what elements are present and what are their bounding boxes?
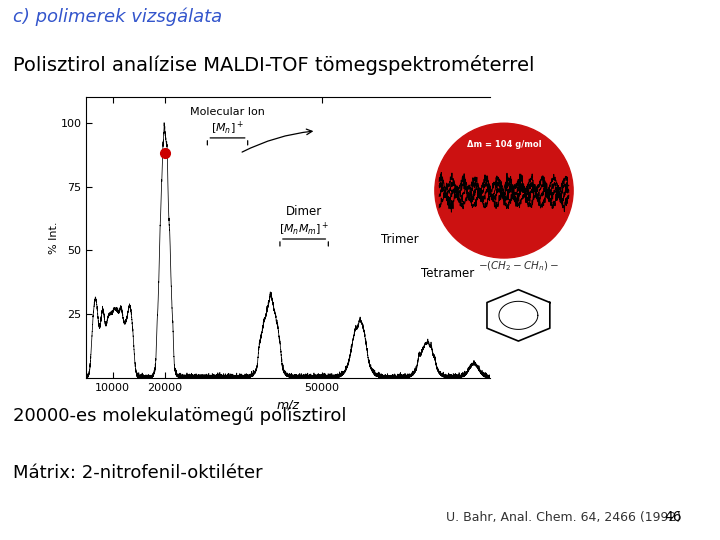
Text: 20000-es molekulatömegű polisztirol: 20000-es molekulatömegű polisztirol xyxy=(13,407,346,425)
Text: Δm = 104 g/mol: Δm = 104 g/mol xyxy=(467,140,541,149)
Text: Trimer: Trimer xyxy=(381,233,418,246)
Text: $[M_nM_m]^+$: $[M_nM_m]^+$ xyxy=(279,220,329,238)
Text: U. Bahr, Anal. Chem. 64, 2466 (1992): U. Bahr, Anal. Chem. 64, 2466 (1992) xyxy=(446,511,682,524)
Text: 46: 46 xyxy=(665,510,682,524)
X-axis label: m/z: m/z xyxy=(276,399,300,411)
Text: $-(CH_2-CH_n)-$: $-(CH_2-CH_n)-$ xyxy=(478,259,559,273)
Text: c) polimerek vizsgálata: c) polimerek vizsgálata xyxy=(13,8,222,26)
Text: Molecular Ion: Molecular Ion xyxy=(190,107,265,117)
Text: Tetramer: Tetramer xyxy=(421,267,474,280)
Text: Mátrix: 2-nitrofenil-oktiléter: Mátrix: 2-nitrofenil-oktiléter xyxy=(13,464,263,482)
Circle shape xyxy=(435,123,573,258)
Text: $[M_n]^+$: $[M_n]^+$ xyxy=(211,119,244,137)
Text: Polisztirol analízise MALDI-TOF tömegspektrométerrel: Polisztirol analízise MALDI-TOF tömegspe… xyxy=(13,55,534,75)
Text: Dimer: Dimer xyxy=(286,205,323,218)
Y-axis label: % Int.: % Int. xyxy=(49,221,59,254)
